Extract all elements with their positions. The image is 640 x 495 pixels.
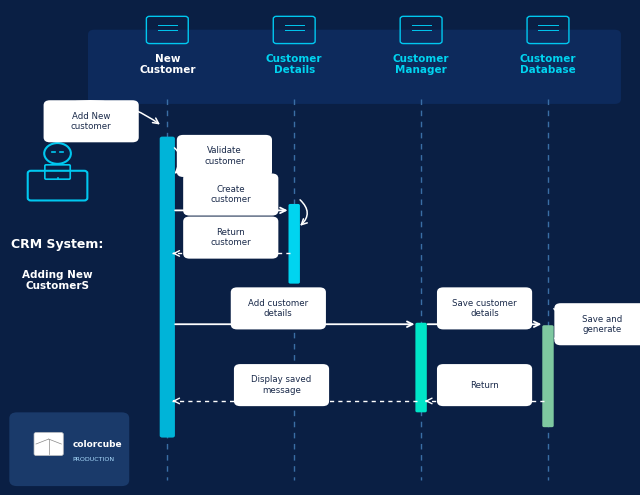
FancyBboxPatch shape [177, 135, 272, 177]
Text: CRM System:: CRM System: [12, 238, 104, 250]
FancyBboxPatch shape [542, 325, 554, 427]
Text: PRODUCTION: PRODUCTION [72, 457, 115, 462]
FancyBboxPatch shape [34, 433, 63, 455]
Text: Validate
customer: Validate customer [204, 146, 244, 166]
Text: Return
customer: Return customer [211, 228, 251, 248]
Text: Add customer
details: Add customer details [248, 298, 308, 318]
Text: Customer
Details: Customer Details [266, 53, 323, 75]
FancyBboxPatch shape [415, 323, 427, 412]
FancyBboxPatch shape [437, 364, 532, 406]
Text: New
Customer: New Customer [139, 53, 196, 75]
FancyBboxPatch shape [10, 412, 129, 486]
Text: Adding New
CustomerS: Adding New CustomerS [22, 270, 93, 292]
Text: Return: Return [470, 381, 499, 390]
Text: Create
customer: Create customer [211, 185, 251, 204]
FancyBboxPatch shape [289, 204, 300, 284]
FancyBboxPatch shape [44, 100, 139, 143]
FancyBboxPatch shape [231, 287, 326, 330]
Text: colorcube: colorcube [72, 440, 122, 448]
Text: Customer
Manager: Customer Manager [393, 53, 449, 75]
Text: Save customer
details: Save customer details [452, 298, 517, 318]
Text: Customer
Database: Customer Database [520, 53, 576, 75]
FancyBboxPatch shape [554, 303, 640, 346]
Text: Save and
generate: Save and generate [582, 314, 622, 334]
FancyBboxPatch shape [234, 364, 329, 406]
FancyBboxPatch shape [160, 137, 175, 438]
Text: Display saved
message: Display saved message [252, 375, 312, 395]
FancyBboxPatch shape [437, 287, 532, 330]
Text: Add New
customer: Add New customer [71, 111, 111, 131]
FancyBboxPatch shape [183, 174, 278, 216]
FancyBboxPatch shape [183, 217, 278, 258]
FancyBboxPatch shape [88, 30, 621, 104]
